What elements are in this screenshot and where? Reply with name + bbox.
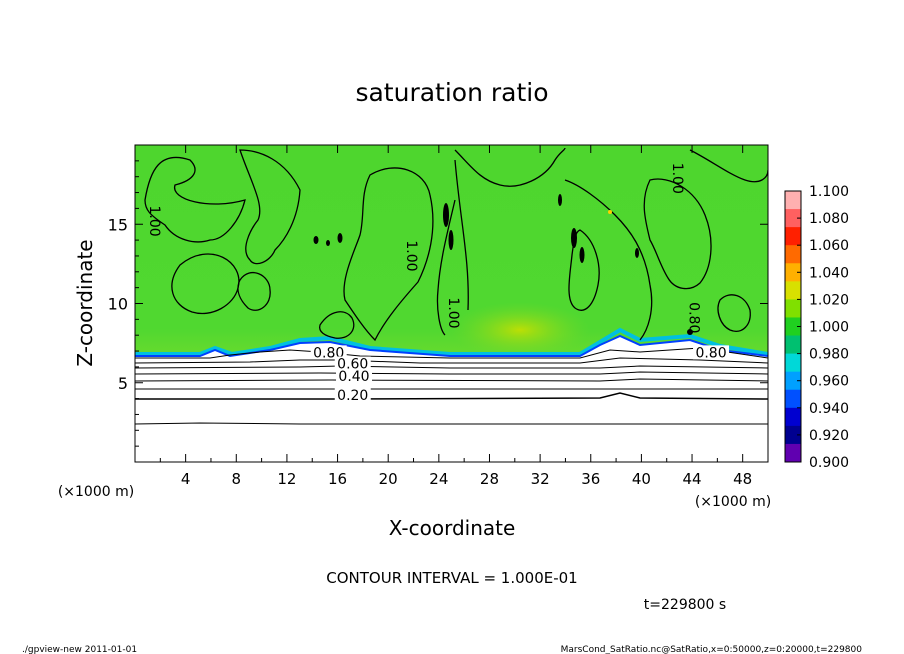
footer-right: MarsCond_SatRatio.nc@SatRatio,x=0:50000,…: [561, 645, 863, 654]
colorbar-swatch: [785, 227, 801, 246]
y-axis: 5 10 15: [108, 160, 768, 447]
contour-label: 1.00: [146, 205, 162, 236]
y-tick-label: 15: [108, 215, 128, 234]
colorbar-tick-label: 1.020: [809, 292, 849, 308]
colorbar-tick-label: 0.960: [809, 374, 849, 390]
colorbar-tick-label: 1.000: [809, 320, 849, 336]
contour-blobs: [313, 194, 693, 335]
contour-label-bg: [310, 345, 347, 360]
colorbar-swatch: [785, 407, 801, 427]
colorbar-tick-label: 0.980: [809, 347, 849, 363]
colorbar-tick-label: 0.900: [809, 455, 849, 471]
colorbar-tick-label: 0.920: [809, 428, 849, 444]
colorbar-swatch: [785, 191, 801, 210]
x-tick-label: 24: [429, 470, 448, 488]
time-label: t=229800 s: [644, 597, 726, 613]
colorbar-swatch: [785, 443, 801, 463]
x-tick-label: 16: [328, 470, 347, 488]
colorbar-tick-label: 1.040: [809, 265, 849, 281]
contour-lines: [135, 347, 768, 425]
colorbar-swatch: [785, 353, 801, 373]
upper-contours: [144, 147, 768, 342]
contour-label-bg: [334, 356, 371, 371]
contour-label-bg: [336, 369, 373, 384]
colorbar-swatch: [785, 317, 801, 337]
x-tick-label: 4: [181, 470, 191, 488]
colorbar-tick-label: 0.940: [809, 401, 849, 417]
contour-label: 0.80: [695, 345, 726, 361]
z-unit-label: (×1000 m): [58, 484, 134, 500]
contour-label: 0.20: [337, 388, 368, 404]
contour-label: 0.60: [337, 356, 368, 372]
colorbar-swatch: [785, 263, 801, 282]
x-tick-label: 12: [277, 470, 296, 488]
footer-left: ./gpview-new 2011-01-01: [22, 645, 137, 654]
contour-label: 0.40: [338, 369, 369, 385]
contour-label: 1.00: [403, 240, 419, 271]
chart-title: saturation ratio: [355, 78, 548, 107]
contour-label-bg: [693, 345, 730, 360]
y-tick-label: 10: [108, 295, 128, 314]
colorbar-swatch: [785, 281, 801, 300]
colorbar: 1.100 1.080 1.060 1.040 1.020 1.000 0.980 0.960…: [784, 184, 849, 471]
x-tick-label: 40: [632, 470, 651, 488]
colorbar-swatch: [785, 425, 801, 445]
colorbar-tick-label: 1.100: [809, 184, 849, 200]
x-unit-label: (×1000 m): [695, 494, 771, 510]
colorbar-swatch: [785, 299, 801, 318]
colorbar-swatch: [785, 245, 801, 264]
x-tick-label: 44: [682, 470, 701, 488]
x-tick-label: 48: [733, 470, 752, 488]
contour-label: 0.80: [686, 302, 702, 333]
x-tick-label: 36: [581, 470, 600, 488]
colorbar-tick-label: 1.080: [809, 211, 849, 227]
x-tick-label: 32: [531, 470, 550, 488]
plot-field: [135, 145, 768, 462]
y-tick-label: 5: [118, 374, 128, 393]
x-tick-label: 8: [232, 470, 242, 488]
colorbar-tick-label: 1.060: [809, 238, 849, 254]
contour-interval: CONTOUR INTERVAL = 1.000E-01: [326, 569, 577, 587]
y-axis-label: Z-coordinate: [73, 239, 97, 366]
x-tick-label: 20: [379, 470, 398, 488]
x-axis-label: X-coordinate: [389, 516, 516, 540]
x-tick-label: 28: [480, 470, 499, 488]
colorbar-swatch: [785, 335, 801, 355]
colorbar-swatch: [785, 371, 801, 391]
colorbar-swatch: [785, 209, 801, 228]
x-axis: 4 8 12 16 20 24 28 32 36 40 44 48: [159, 145, 752, 488]
contour-label: 1.00: [445, 297, 461, 328]
contour-label-bg: [334, 388, 371, 403]
contour-label: 1.00: [669, 163, 685, 194]
contour-labels: 1.001.001.001.000.800.80 0.800.600.400.20: [146, 163, 730, 404]
colorbar-swatch: [785, 389, 801, 409]
